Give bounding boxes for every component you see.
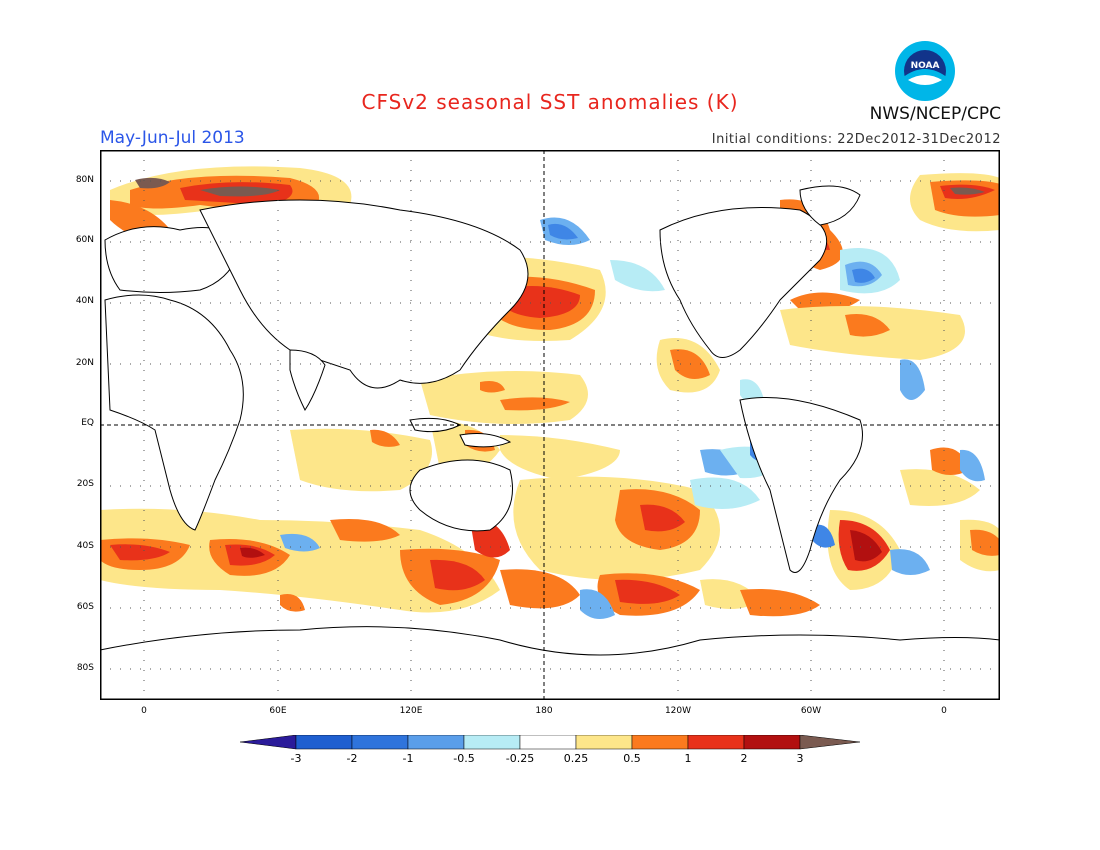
colorbar — [240, 735, 860, 750]
equator-dateline — [100, 150, 1000, 700]
lon-label: 120E — [399, 706, 423, 716]
anomaly-cold-south-pacific — [580, 589, 615, 619]
lat-label: 40N — [75, 296, 94, 306]
chart-title: CFSv2 seasonal SST anomalies (K) — [361, 90, 739, 114]
lon-label: 0 — [941, 706, 947, 716]
noaa-logo: NOAA — [895, 41, 955, 101]
lat-label: 20S — [76, 479, 94, 489]
lon-label: 180 — [535, 706, 553, 716]
lat-label: 60N — [75, 235, 94, 245]
coastlines — [100, 185, 1000, 700]
colorbar-label: 0.5 — [623, 752, 641, 765]
colorbar-segment-neutral — [519, 735, 577, 750]
anomaly-warm-tropical-pacific — [420, 371, 588, 424]
colorbar-segment-0.5 — [631, 735, 689, 750]
colorbar-label: -3 — [290, 752, 302, 765]
colorbar-segment-minus1 — [407, 735, 465, 750]
lon-label: 60E — [269, 706, 287, 716]
lat-label: EQ — [81, 418, 94, 428]
colorbar-segment-minus3 — [295, 735, 353, 750]
lon-label: 0 — [141, 706, 147, 716]
lat-label: 80S — [76, 663, 94, 673]
colorbar-label: 0.25 — [563, 752, 589, 765]
colorbar-label: -1 — [402, 752, 414, 765]
colorbar-label: -2 — [346, 752, 358, 765]
logo-text: NOAA — [911, 61, 940, 71]
sst-anomaly-map — [100, 150, 1000, 700]
colorbar-label: -0.5 — [453, 752, 475, 765]
initial-conditions-label: Initial conditions: 22Dec2012-31Dec2012 — [711, 132, 1001, 147]
colorbar-segment-0.25 — [575, 735, 633, 750]
colorbar-label: 2 — [740, 752, 748, 765]
lat-label: 80N — [75, 175, 94, 185]
season-label: May-Jun-Jul 2013 — [100, 128, 245, 148]
lat-label: 20N — [75, 358, 94, 368]
colorbar-segment-2 — [743, 735, 801, 750]
colorbar-segment-minus2 — [351, 735, 409, 750]
lat-label: 60S — [76, 602, 94, 612]
colorbar-segment-minus0.5 — [463, 735, 521, 750]
colorbar-segment-below-minus3 — [240, 735, 297, 750]
colorbar-label: 1 — [684, 752, 692, 765]
anomaly-cold-south-atlantic — [812, 524, 835, 548]
colorbar-segment-1 — [687, 735, 745, 750]
colorbar-segment-above-3 — [799, 735, 860, 750]
lon-label: 120W — [664, 706, 692, 716]
lat-label: 40S — [76, 541, 94, 551]
colorbar-label: 3 — [796, 752, 804, 765]
lon-label: 60W — [800, 706, 822, 716]
graticule — [100, 150, 1000, 700]
map-border — [100, 150, 1000, 700]
agency-label: NWS/NCEP/CPC — [869, 104, 1001, 124]
colorbar-label: -0.25 — [505, 752, 535, 765]
anomaly-warm-southern-ocean — [100, 508, 500, 613]
